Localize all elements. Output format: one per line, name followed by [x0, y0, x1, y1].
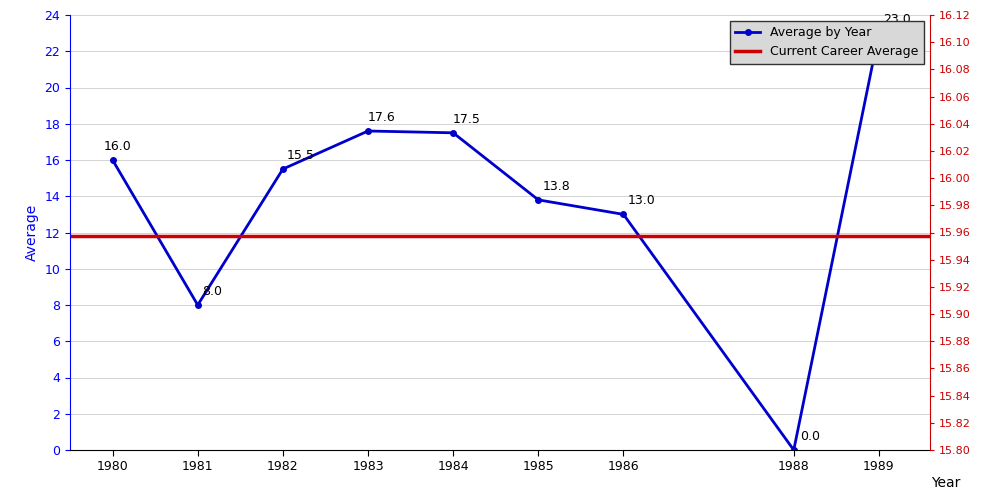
Legend: Average by Year, Current Career Average: Average by Year, Current Career Average: [730, 21, 924, 63]
Text: 23.0: 23.0: [883, 13, 911, 26]
Text: 15.5: 15.5: [287, 149, 315, 162]
Text: 13.0: 13.0: [628, 194, 655, 207]
Average by Year: [788, 447, 800, 453]
Average by Year: [277, 166, 289, 172]
Average by Year: [617, 212, 629, 218]
Average by Year: [447, 130, 459, 136]
Text: 8.0: 8.0: [202, 285, 222, 298]
Text: 17.6: 17.6: [368, 111, 396, 124]
Text: 16.0: 16.0: [104, 140, 132, 153]
Text: 13.8: 13.8: [543, 180, 570, 192]
Average by Year: [192, 302, 204, 308]
Text: 0.0: 0.0: [801, 430, 821, 443]
Average by Year: [532, 197, 544, 203]
Line: Average by Year: Average by Year: [110, 30, 882, 453]
Text: 17.5: 17.5: [453, 112, 481, 126]
Average by Year: [873, 30, 885, 36]
Average by Year: [107, 157, 119, 163]
Text: Year: Year: [931, 476, 960, 490]
Y-axis label: Average: Average: [25, 204, 39, 261]
Average by Year: [362, 128, 374, 134]
